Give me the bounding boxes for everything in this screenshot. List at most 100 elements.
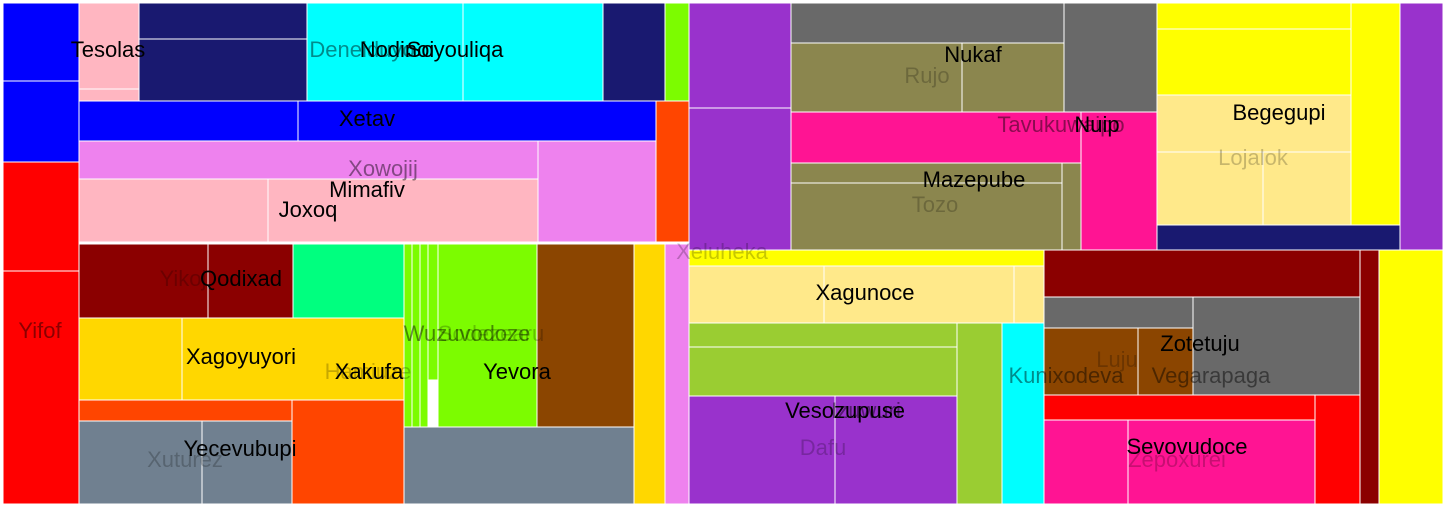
treemap-cell [138, 38, 308, 102]
treemap-label: Nuip [1074, 112, 1119, 137]
treemap-cell [78, 88, 140, 102]
treemap-label: Zepoxurei [1128, 447, 1226, 472]
treemap-label: Luju [1096, 347, 1138, 372]
treemap-label: Dafu [800, 435, 846, 460]
treemap-cell [292, 243, 405, 319]
treemap-cell [956, 322, 1003, 505]
treemap-label: Qodixad [200, 266, 282, 291]
treemap-label: Vegarapaga [1152, 363, 1271, 388]
treemap-cell [1156, 28, 1352, 96]
treemap-cell [78, 100, 299, 142]
treemap-label: Hamiuze [325, 359, 412, 384]
treemap-label: Xagunoce [815, 280, 914, 305]
treemap-cell [961, 42, 1065, 113]
treemap-label: Tavukuwaipo [997, 112, 1124, 137]
treemap-label: Nukaf [944, 42, 1002, 67]
treemap-label: Sevovudoce [1126, 434, 1247, 459]
treemap-cell [78, 2, 140, 90]
treemap-label: Xeluheka [676, 239, 769, 264]
treemap-label: Zotetuju [1160, 331, 1240, 356]
treemap-cell [688, 107, 792, 251]
treemap-cell [1043, 249, 1361, 298]
treemap-cell [1013, 265, 1045, 324]
treemap-label: Kunixodeva [1009, 363, 1125, 388]
treemap-cell [790, 2, 1065, 44]
treemap-label: Yecevubupi [184, 436, 297, 461]
treemap-cell [790, 182, 1063, 251]
treemap-cell [1137, 327, 1194, 396]
treemap-cell [602, 2, 666, 102]
treemap-cell [78, 178, 269, 243]
treemap-label: Lojalok [1218, 145, 1289, 170]
treemap-cell [437, 243, 538, 428]
treemap-cell [1156, 151, 1264, 226]
treemap-cell [1156, 224, 1401, 251]
treemap-cell [267, 178, 539, 243]
treemap-label: Xakufa [335, 359, 404, 384]
treemap-label: Sodezearu [438, 321, 544, 346]
treemap-cell [1359, 249, 1380, 505]
treemap-cell [78, 317, 183, 401]
treemap-cell [2, 2, 80, 82]
treemap-label: Rujo [904, 63, 949, 88]
treemap-cell [138, 2, 308, 40]
treemap-cell [1061, 162, 1082, 251]
treemap-label: Mimafiv [329, 177, 405, 202]
treemap-cell [2, 270, 80, 505]
treemap-cell [790, 111, 1082, 164]
treemap-cell [1001, 322, 1045, 505]
treemap-label: Xuturez [147, 447, 223, 472]
treemap-cell [688, 265, 825, 324]
treemap-cell [78, 399, 293, 422]
treemap-cell [462, 2, 604, 102]
treemap-label: Yikoj [160, 266, 207, 291]
treemap-label: Wuzuvodoze [404, 321, 531, 346]
treemap-cell [1043, 394, 1316, 421]
treemap-cell [78, 140, 539, 180]
treemap-cell [1043, 419, 1129, 505]
treemap-label: Xowojij [348, 156, 418, 181]
treemap-cell [633, 243, 666, 505]
treemap-cell [823, 265, 1015, 324]
treemap-label: Xagoyuyori [186, 344, 296, 369]
treemap-label: Yevora [483, 359, 551, 384]
treemap-cell [1080, 111, 1158, 251]
treemap-cell [1156, 2, 1352, 30]
treemap-cell [1378, 249, 1444, 505]
treemap-cell [688, 346, 958, 397]
treemap-cell [1350, 2, 1401, 226]
treemap-cell [427, 243, 439, 381]
treemap-cell [2, 161, 80, 272]
treemap-label: Nodinoi [360, 37, 435, 62]
treemap-cell [536, 243, 635, 428]
treemap-cell [655, 100, 690, 243]
treemap-label: Tozo [912, 192, 958, 217]
treemap-cell [1127, 419, 1316, 505]
treemap-label: Izuwuri [831, 398, 901, 423]
treemap-label: Yifof [18, 318, 62, 343]
treemap-label: Deneiduyo [309, 37, 414, 62]
treemap-label: Tesolas [71, 37, 146, 62]
treemap-label: Vesozupuse [785, 398, 905, 423]
treemap-label: Soyouliqa [407, 37, 504, 62]
treemap-cell [291, 399, 405, 505]
treemap-cell [2, 80, 80, 163]
treemap-cell [1399, 2, 1444, 251]
treemap-cell [537, 140, 657, 243]
treemap-cell [664, 243, 690, 505]
treemap-label: Joxoq [279, 197, 338, 222]
treemap-cell [181, 317, 405, 401]
treemap-cell [688, 2, 792, 109]
treemap-cell [1063, 2, 1158, 113]
treemap-cell [1043, 296, 1194, 329]
treemap-cell [664, 2, 690, 102]
treemap-label: Begegupi [1233, 100, 1326, 125]
treemap-cell [688, 395, 836, 505]
treemap-cell [403, 426, 635, 505]
treemap-cell [78, 243, 209, 319]
treemap-cell [78, 420, 203, 505]
